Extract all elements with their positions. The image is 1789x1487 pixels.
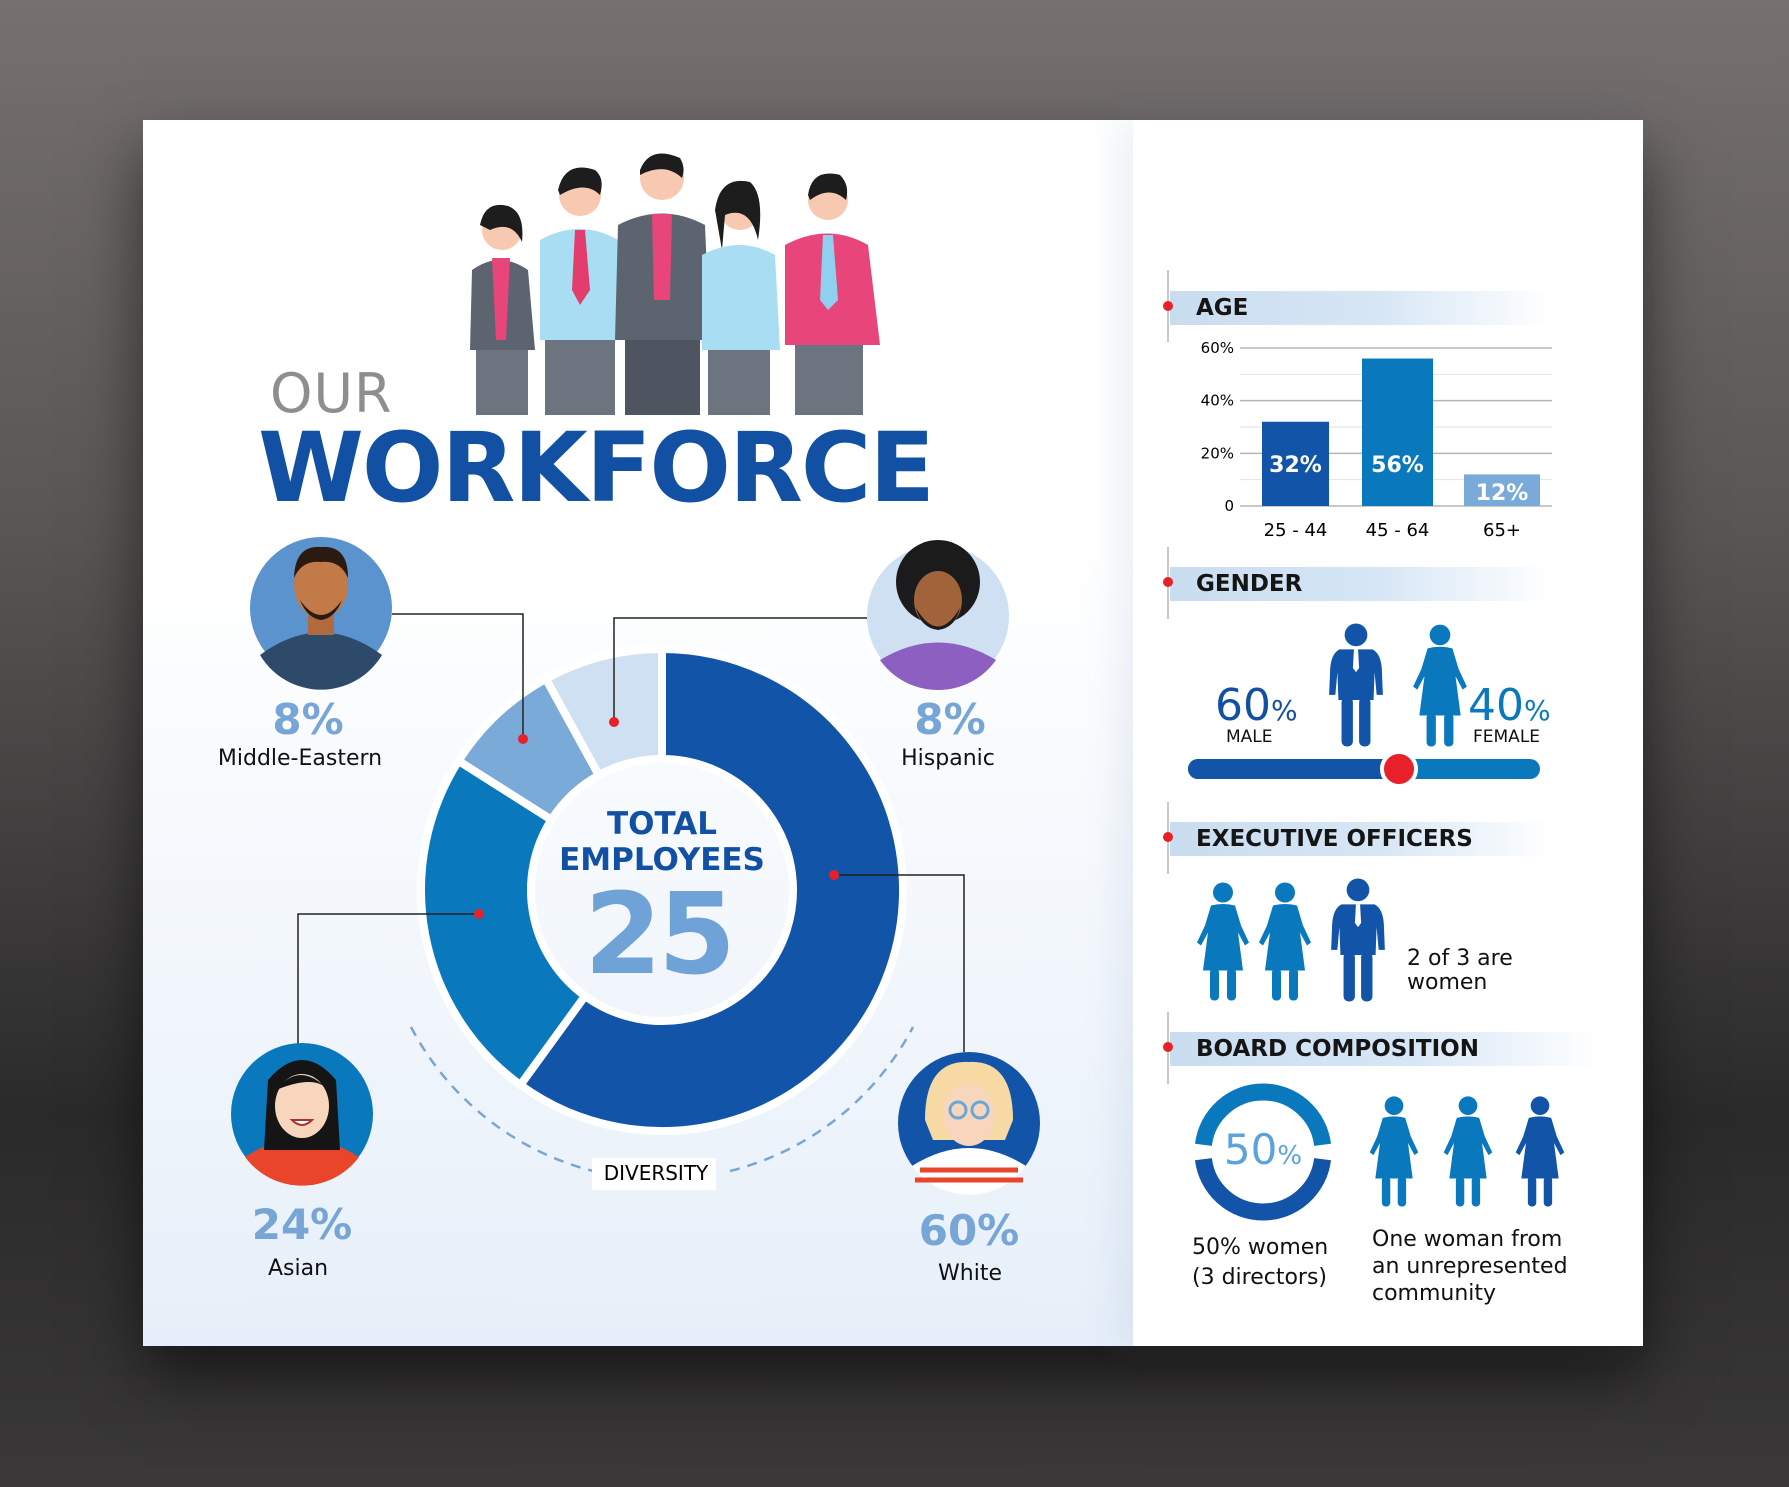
bullet-dot [1163, 1042, 1173, 1052]
female-percent: 40% [1468, 680, 1551, 731]
marker-dot [829, 870, 839, 880]
y-tick-label: 60% [1201, 339, 1234, 357]
bullet-dot [1163, 832, 1173, 842]
person-2 [540, 167, 622, 415]
connector-white [834, 874, 965, 1052]
gender-title: GENDER [1196, 571, 1303, 597]
center-employees: EMPLOYEES [559, 842, 765, 878]
bar-data-label: 12% [1476, 481, 1529, 506]
diversity-label: DIVERSITY [603, 1161, 709, 1185]
exec-caption: 2 of 3 are women [1407, 946, 1513, 995]
bar-65+ [1464, 474, 1540, 506]
male-share-fill [1188, 759, 1400, 779]
avatar-middle-eastern [250, 537, 392, 690]
board-ring-value: 50% [1223, 1125, 1303, 1174]
board-left-caption: 50% women (3 directors) [1192, 1235, 1329, 1290]
avatar-white [898, 1052, 1040, 1195]
ring-women-share [1194, 1083, 1332, 1147]
male-percent: 60% [1215, 680, 1298, 731]
exec-header: EXECUTIVE OFFICERS [1170, 822, 1550, 856]
connector-hispanic [613, 617, 867, 722]
donut-segment-asian [417, 755, 591, 1091]
label-hispanic: Hispanic [901, 746, 995, 771]
pct-middle-eastern: 8% [272, 695, 344, 744]
person-3 [615, 153, 710, 415]
pct-asian: 24% [251, 1200, 353, 1249]
ring-other-share [1194, 1157, 1332, 1221]
label-middle-eastern: Middle-Eastern [217, 746, 383, 771]
center-total-count: 25 [584, 870, 736, 1000]
gender-header: GENDER [1170, 567, 1550, 601]
female-label: FEMALE [1473, 727, 1541, 747]
y-tick-label: 40% [1201, 392, 1234, 410]
connector-middle-eastern [392, 613, 524, 739]
marker-dot [609, 717, 619, 727]
bar-25 - 44 [1262, 421, 1329, 506]
marker-dot [474, 909, 484, 919]
donut-segment-hispanic [540, 644, 666, 781]
center-total: TOTAL [607, 806, 717, 842]
board-woman-icon [1440, 1088, 1496, 1213]
female-exec-icon [1255, 878, 1315, 1003]
x-category-label: 65+ [1483, 520, 1521, 541]
y-tick-label: 0 [1224, 497, 1234, 515]
x-category-label: 45 - 64 [1366, 520, 1430, 541]
avatar-hispanic [867, 540, 1009, 691]
board-right-caption: One woman from an unrepresented community [1372, 1227, 1568, 1306]
pct-white: 60% [918, 1206, 1020, 1255]
person-4 [702, 180, 780, 415]
exec-title: EXECUTIVE OFFICERS [1196, 826, 1473, 852]
age-bar-chart: 0 20% 40% 60% 32% 25 - 44 56% 45 - 64 12% 65+ [1201, 339, 1552, 541]
x-category-label: 25 - 44 [1264, 520, 1328, 541]
title-workforce: WORKFORCE [258, 412, 935, 524]
team-illustration [470, 153, 880, 415]
male-icon [1325, 622, 1387, 747]
age-header: AGE [1170, 291, 1550, 325]
male-label: MALE [1226, 727, 1273, 747]
board-woman-icon [1366, 1088, 1422, 1213]
avatar-asian [231, 1043, 373, 1186]
male-exec-icon [1327, 876, 1389, 1003]
board-woman-icon [1512, 1088, 1568, 1213]
gender-ratio-bar [1188, 750, 1540, 788]
gender-ratio-knob [1380, 750, 1419, 788]
title-our: OUR [270, 362, 393, 425]
person-1 [470, 204, 535, 415]
female-exec-icon [1193, 878, 1253, 1003]
label-white: White [938, 1261, 1002, 1286]
y-tick-label: 20% [1201, 444, 1234, 462]
donut-segment-white [514, 644, 907, 1135]
connector-lines [297, 613, 965, 1052]
bar-data-label: 32% [1269, 453, 1322, 478]
board-header: BOARD COMPOSITION [1170, 1032, 1600, 1066]
bullet-dot [1163, 301, 1173, 311]
marker-dot [518, 734, 528, 744]
board-title: BOARD COMPOSITION [1196, 1036, 1479, 1062]
label-asian: Asian [267, 1256, 329, 1281]
age-title: AGE [1196, 295, 1249, 321]
bar-45 - 64 [1362, 358, 1433, 506]
pct-hispanic: 8% [914, 695, 986, 744]
bar-data-label: 56% [1371, 453, 1424, 478]
diversity-label-bg [592, 1158, 716, 1190]
female-icon [1409, 622, 1471, 747]
board-ring [1194, 1083, 1332, 1221]
connector-asian [297, 913, 479, 1044]
person-5 [785, 173, 880, 415]
bullet-dot [1163, 577, 1173, 587]
